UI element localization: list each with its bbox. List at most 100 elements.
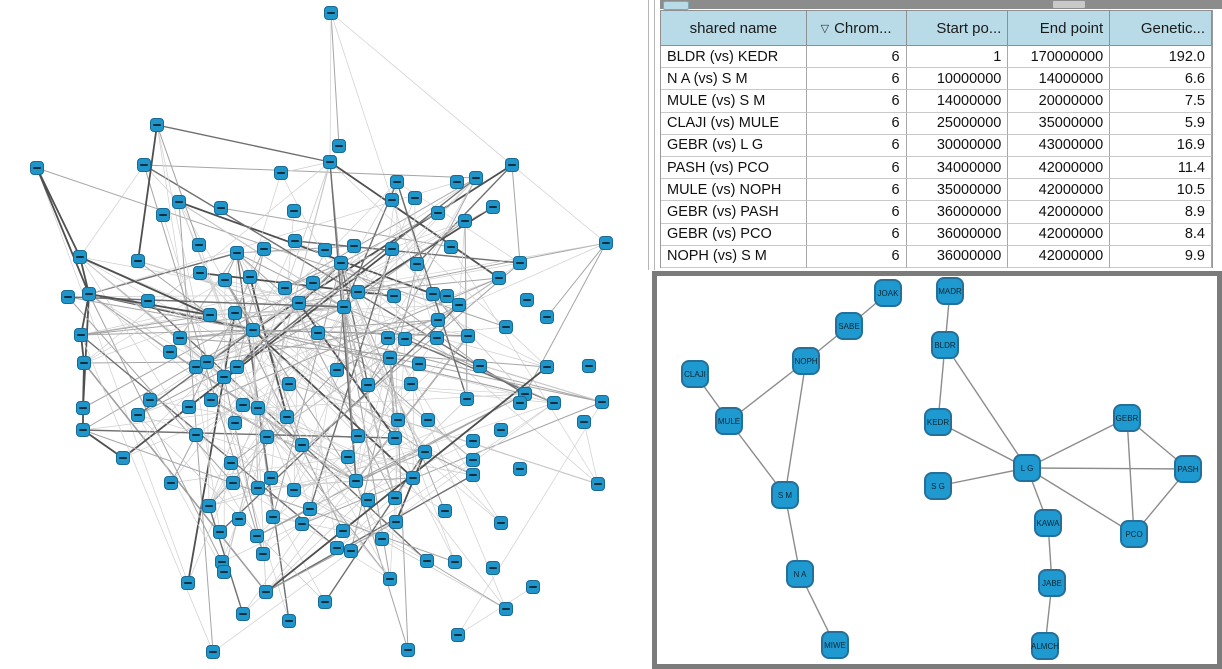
network-node[interactable]: [287, 483, 301, 497]
network-node[interactable]: [385, 193, 399, 207]
subnetwork-node-s-g[interactable]: S G: [924, 472, 952, 500]
network-node[interactable]: [218, 273, 232, 287]
network-node[interactable]: [401, 643, 415, 657]
subnetwork-node-bldr[interactable]: BLDR: [931, 331, 959, 359]
network-node[interactable]: [282, 614, 296, 628]
network-node[interactable]: [547, 396, 561, 410]
network-node[interactable]: [193, 266, 207, 280]
scrollbar-thumb[interactable]: [663, 1, 689, 10]
network-node[interactable]: [131, 408, 145, 422]
network-node[interactable]: [494, 423, 508, 437]
network-node[interactable]: [347, 239, 361, 253]
network-node[interactable]: [250, 529, 264, 543]
table-row[interactable]: MULE (vs) S M 6 14000000 20000000 7.5: [660, 90, 1212, 113]
network-node[interactable]: [406, 471, 420, 485]
network-node[interactable]: [438, 504, 452, 518]
subnetwork-node-noph[interactable]: NOPH: [792, 347, 820, 375]
network-node[interactable]: [206, 645, 220, 659]
network-node[interactable]: [351, 285, 365, 299]
network-node[interactable]: [217, 370, 231, 384]
network-node[interactable]: [385, 242, 399, 256]
main-network-panel[interactable]: [0, 0, 652, 669]
subnetwork-node-mule[interactable]: MULE: [715, 407, 743, 435]
table-scrollbar-strip[interactable]: [660, 0, 1222, 10]
column-header-genetic[interactable]: Genetic...: [1110, 11, 1213, 46]
network-node[interactable]: [318, 243, 332, 257]
network-node[interactable]: [251, 481, 265, 495]
subnetwork-node-miwe[interactable]: MIWE: [821, 631, 849, 659]
network-node[interactable]: [448, 555, 462, 569]
network-node[interactable]: [274, 166, 288, 180]
subnetwork-node-kawa[interactable]: KAWA: [1034, 509, 1062, 537]
network-node[interactable]: [381, 331, 395, 345]
network-node[interactable]: [318, 595, 332, 609]
network-node[interactable]: [224, 456, 238, 470]
network-node[interactable]: [230, 246, 244, 260]
network-node[interactable]: [466, 434, 480, 448]
column-header-chromosome[interactable]: ▽ Chrom...: [806, 11, 907, 46]
network-node[interactable]: [595, 395, 609, 409]
network-node[interactable]: [460, 392, 474, 406]
network-node[interactable]: [323, 155, 337, 169]
network-node[interactable]: [74, 328, 88, 342]
table-scroll-gutter[interactable]: [1212, 10, 1222, 268]
network-node[interactable]: [61, 290, 75, 304]
network-node[interactable]: [383, 351, 397, 365]
network-node[interactable]: [172, 195, 186, 209]
network-node[interactable]: [388, 431, 402, 445]
column-header-start-point[interactable]: Start po...: [906, 11, 1009, 46]
network-node[interactable]: [408, 191, 422, 205]
network-node[interactable]: [77, 356, 91, 370]
network-node[interactable]: [599, 236, 613, 250]
subnetwork-node-pco[interactable]: PCO: [1120, 520, 1148, 548]
subnetwork-node-joak[interactable]: JOAK: [874, 279, 902, 307]
network-node[interactable]: [264, 471, 278, 485]
network-node[interactable]: [375, 532, 389, 546]
network-node[interactable]: [349, 474, 363, 488]
network-node[interactable]: [73, 250, 87, 264]
network-node[interactable]: [466, 453, 480, 467]
network-node[interactable]: [213, 525, 227, 539]
network-node[interactable]: [582, 359, 596, 373]
network-node[interactable]: [150, 118, 164, 132]
table-row[interactable]: GEBR (vs) L G 6 30000000 43000000 16.9: [660, 134, 1212, 157]
network-node[interactable]: [494, 516, 508, 530]
network-node[interactable]: [591, 477, 605, 491]
network-node[interactable]: [257, 242, 271, 256]
network-node[interactable]: [492, 271, 506, 285]
network-node[interactable]: [203, 308, 217, 322]
network-node[interactable]: [143, 393, 157, 407]
network-node[interactable]: [451, 628, 465, 642]
network-node[interactable]: [505, 158, 519, 172]
network-node[interactable]: [334, 256, 348, 270]
network-node[interactable]: [288, 234, 302, 248]
network-node[interactable]: [181, 576, 195, 590]
network-node[interactable]: [228, 306, 242, 320]
network-node[interactable]: [173, 331, 187, 345]
network-node[interactable]: [306, 276, 320, 290]
network-node[interactable]: [182, 400, 196, 414]
network-node[interactable]: [278, 281, 292, 295]
table-row[interactable]: BLDR (vs) KEDR 6 1 170000000 192.0: [660, 46, 1212, 69]
network-node[interactable]: [332, 139, 346, 153]
network-node[interactable]: [202, 499, 216, 513]
network-node[interactable]: [361, 378, 375, 392]
network-node[interactable]: [116, 451, 130, 465]
network-node[interactable]: [391, 413, 405, 427]
network-node[interactable]: [164, 476, 178, 490]
network-node[interactable]: [230, 360, 244, 374]
network-node[interactable]: [513, 396, 527, 410]
network-node[interactable]: [458, 214, 472, 228]
table-row[interactable]: GEBR (vs) PCO 6 36000000 42000000 8.4: [660, 223, 1212, 246]
network-node[interactable]: [292, 296, 306, 310]
network-node[interactable]: [389, 515, 403, 529]
network-node[interactable]: [82, 287, 96, 301]
network-node[interactable]: [387, 289, 401, 303]
network-node[interactable]: [426, 287, 440, 301]
subnetwork-node-gebr[interactable]: GEBR: [1113, 404, 1141, 432]
network-node[interactable]: [499, 320, 513, 334]
table-row[interactable]: PASH (vs) PCO 6 34000000 42000000 11.4: [660, 156, 1212, 180]
subnetwork-node-almch[interactable]: ALMCH: [1031, 632, 1059, 660]
network-node[interactable]: [192, 238, 206, 252]
network-node[interactable]: [76, 401, 90, 415]
